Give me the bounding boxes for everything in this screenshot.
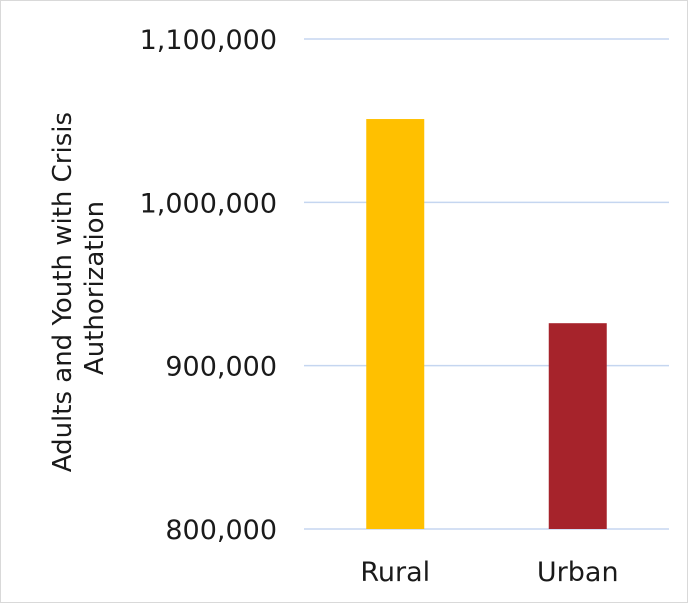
y-tick-label: 900,000 [165,352,277,383]
y-tick-label: 1,100,000 [140,25,277,56]
x-axis-ticks: Rural Urban [360,557,618,588]
x-tick-label-urban: Urban [537,557,619,588]
y-axis-title-line-1: Adults and Youth with Crisis [48,112,78,472]
x-tick-label-rural: Rural [360,557,430,588]
bar-rural [366,119,425,530]
y-tick-label: 1,000,000 [140,188,277,219]
bar-urban [548,323,607,529]
bars [366,119,607,530]
gridlines [304,38,669,530]
y-axis-title-line-2: Authorization [80,201,110,375]
y-tick-label: 800,000 [165,515,277,546]
y-axis-title: Adults and Youth with Crisis Authorizati… [48,104,110,473]
y-axis-ticks: 800,000 900,000 1,000,000 1,100,000 [140,25,277,546]
